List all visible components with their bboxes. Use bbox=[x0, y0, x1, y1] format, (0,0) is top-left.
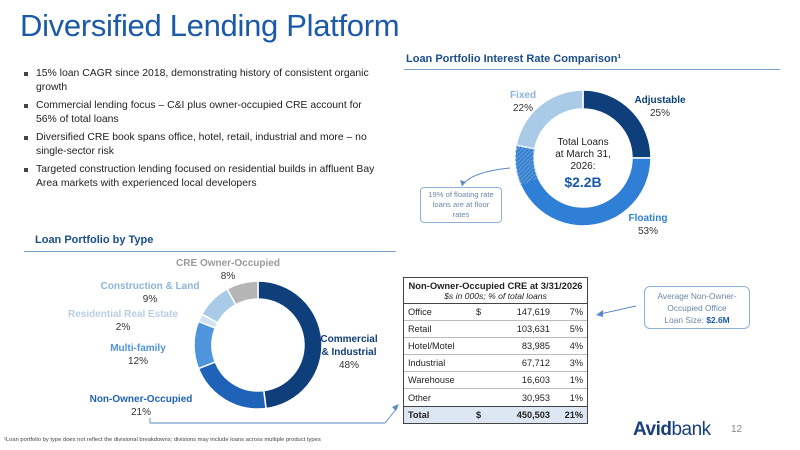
type-slice-nooc bbox=[197, 360, 267, 410]
bullet-list: 15% loan CAGR since 2018, demonstrating … bbox=[22, 67, 382, 195]
label-fixed-pct: 22% bbox=[512, 103, 533, 114]
label-adjustable-pct: 25% bbox=[649, 108, 670, 119]
type-slice-mf bbox=[193, 320, 217, 370]
footnote: ¹Loan portfolio by type does not reflect… bbox=[4, 437, 321, 443]
label-non-owner-occupied: Non-Owner-Occupied 21% bbox=[82, 393, 200, 419]
label-nooc-pct: 21% bbox=[130, 407, 151, 418]
row-pct: 5% bbox=[569, 324, 583, 334]
table-subtitle: $s in 000s; % of total loans bbox=[404, 291, 587, 304]
label-fixed: Fixed 22% bbox=[500, 89, 546, 115]
table-row: Other 30,953 1% bbox=[404, 389, 587, 406]
row-label: Office bbox=[408, 307, 432, 317]
row-currency: $ bbox=[476, 307, 482, 317]
label-construction-land: Construction & Land 9% bbox=[96, 280, 204, 306]
label-commercial-industrial: Commercial & Industrial 48% bbox=[312, 333, 386, 372]
avg-line-3: Loan Size: bbox=[664, 315, 704, 325]
label-rre-pct: 2% bbox=[115, 322, 131, 333]
table-total-row: Total $ 450,503 21% bbox=[404, 406, 587, 423]
bullet-item: Commercial lending focus – C&I plus owne… bbox=[22, 99, 382, 127]
avg-line-1: Average Non-Owner- bbox=[657, 291, 737, 301]
rate-chart-rule bbox=[404, 69, 780, 70]
label-adjustable: Adjustable 25% bbox=[624, 94, 696, 120]
row-amount: 16,603 bbox=[521, 375, 550, 385]
avg-line-2: Occupied Office bbox=[667, 303, 727, 313]
label-rre-name: Residential Real Estate bbox=[67, 309, 179, 320]
row-label: Retail bbox=[408, 324, 432, 334]
label-nooc-name: Non-Owner-Occupied bbox=[89, 394, 193, 405]
label-ci-pct: 48% bbox=[338, 360, 359, 371]
type-chart-title: Loan Portfolio by Type bbox=[35, 234, 154, 246]
office-to-avg-arrow bbox=[599, 305, 637, 315]
label-multi-family: Multi-family 12% bbox=[100, 342, 176, 368]
table-row: Hotel/Motel 83,985 4% bbox=[404, 338, 587, 355]
total-amount: 450,503 bbox=[516, 410, 550, 420]
page-number: 12 bbox=[731, 424, 743, 435]
row-pct: 3% bbox=[569, 358, 583, 368]
floor-callout-arrow bbox=[461, 167, 511, 187]
table-row: Warehouse 16,603 1% bbox=[404, 372, 587, 389]
row-pct: 4% bbox=[569, 341, 583, 351]
rate-slice-fixed bbox=[515, 89, 584, 150]
rate-floor-hatch bbox=[515, 145, 539, 186]
nooc-connector-line bbox=[149, 407, 398, 424]
bullet-item: Targeted construction lending focused on… bbox=[22, 163, 382, 191]
type-slice-creoo bbox=[226, 280, 259, 306]
label-adjustable-name: Adjustable bbox=[634, 95, 686, 106]
row-label: Hotel/Motel bbox=[408, 341, 455, 351]
total-label: Total bbox=[408, 410, 430, 420]
label-floating: Floating 53% bbox=[612, 212, 684, 238]
row-amount: 103,631 bbox=[516, 324, 550, 334]
row-label: Other bbox=[408, 392, 431, 403]
label-residential-real-estate: Residential Real Estate 2% bbox=[58, 308, 188, 334]
office-to-avg-arrowhead bbox=[596, 310, 603, 317]
label-mf-pct: 12% bbox=[127, 356, 148, 367]
avidbank-logo: Avidbank bbox=[633, 419, 711, 441]
center-line-3: 2026: bbox=[570, 161, 596, 172]
label-fixed-name: Fixed bbox=[509, 90, 537, 101]
label-cl-pct: 9% bbox=[142, 294, 158, 305]
table-row: Industrial 67,712 3% bbox=[404, 355, 587, 372]
type-chart-rule bbox=[24, 251, 396, 252]
logo-part-1: Avid bbox=[633, 419, 672, 440]
label-mf-name: Multi-family bbox=[110, 343, 166, 354]
floor-callout-arrowhead bbox=[460, 180, 466, 186]
label-creoo-pct: 8% bbox=[220, 271, 236, 282]
label-floating-pct: 53% bbox=[637, 226, 658, 237]
row-pct: 1% bbox=[569, 392, 583, 403]
center-line-1: Total Loans bbox=[557, 137, 609, 148]
total-pct: 21% bbox=[564, 410, 583, 420]
logo-part-2: bank bbox=[671, 419, 711, 440]
row-label: Warehouse bbox=[408, 375, 455, 385]
avg-value: $2.6M bbox=[706, 315, 730, 325]
page-title: Diversified Lending Platform bbox=[20, 8, 400, 43]
center-amount: $2.2B bbox=[564, 174, 602, 190]
floor-rate-callout: 19% of floating rate loans are at floor … bbox=[420, 187, 502, 223]
row-amount: 30,953 bbox=[521, 392, 550, 403]
total-currency: $ bbox=[476, 410, 482, 420]
row-amount: 147,619 bbox=[516, 307, 550, 317]
label-cre-owner-occupied: CRE Owner-Occupied 8% bbox=[168, 257, 288, 283]
row-amount: 83,985 bbox=[521, 341, 550, 351]
row-amount: 67,712 bbox=[521, 358, 550, 368]
average-office-loan-box: Average Non-Owner- Occupied Office Loan … bbox=[644, 286, 750, 329]
row-pct: 7% bbox=[569, 307, 583, 317]
center-line-2: at March 31, bbox=[555, 149, 611, 160]
label-floating-name: Floating bbox=[628, 213, 668, 224]
table-title: Non-Owner-Occupied CRE at 3/31/2026 bbox=[408, 280, 583, 291]
nooc-cre-table: Non-Owner-Occupied CRE at 3/31/2026 $s i… bbox=[403, 277, 588, 424]
nooc-connector-arrowhead bbox=[392, 404, 399, 411]
rate-center-text: Total Loans at March 31, 2026: $2.2B bbox=[540, 137, 626, 190]
row-label: Industrial bbox=[408, 358, 446, 368]
bullet-item: Diversified CRE book spans office, hotel… bbox=[22, 131, 382, 159]
label-cl-name: Construction & Land bbox=[100, 281, 200, 292]
label-creoo-name: CRE Owner-Occupied bbox=[176, 258, 280, 269]
label-ci-name-1: Commercial bbox=[320, 334, 378, 345]
row-pct: 1% bbox=[569, 375, 583, 385]
rate-chart-title: Loan Portfolio Interest Rate Comparison¹ bbox=[406, 53, 622, 65]
label-ci-name-2: & Industrial bbox=[321, 347, 377, 358]
bullet-item: 15% loan CAGR since 2018, demonstrating … bbox=[22, 67, 382, 95]
table-row: Office $147,619 7% bbox=[404, 304, 587, 321]
table-row: Retail 103,631 5% bbox=[404, 321, 587, 338]
